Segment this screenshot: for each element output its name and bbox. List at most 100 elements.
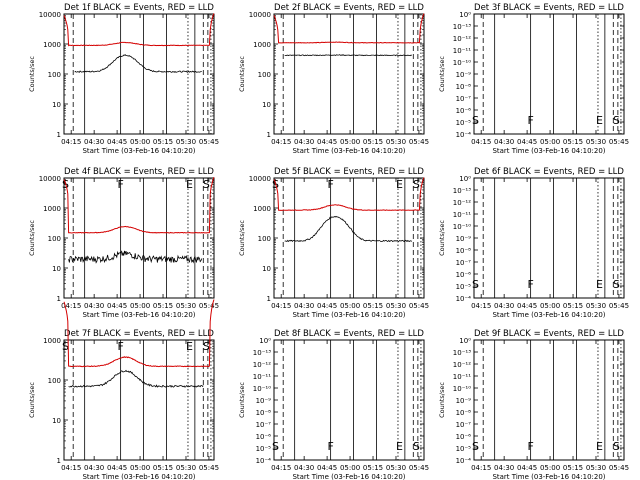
y-tick-label: 10⁻⁴ xyxy=(456,295,472,303)
marker-s: S xyxy=(272,440,279,453)
x-tick-label: 05:45 xyxy=(609,464,629,472)
x-tick-label: 05:15 xyxy=(153,464,173,472)
x-tick-label: 05:15 xyxy=(153,138,173,146)
marker-e: E xyxy=(596,278,603,291)
y-tick-label: 10⁻⁷ xyxy=(456,95,472,103)
y-tick-label: 10⁻¹⁰ xyxy=(453,59,471,67)
plot-frame xyxy=(63,339,215,461)
x-tick-label: 05:30 xyxy=(586,464,606,472)
panel-title: Det 1f BLACK = Events, RED = LLD xyxy=(64,3,214,13)
marker-s: S xyxy=(472,278,479,291)
marker-f: F xyxy=(327,178,333,191)
x-tick-label: 05:45 xyxy=(409,464,429,472)
x-tick-label: 04:15 xyxy=(471,138,491,146)
marker-f: F xyxy=(527,114,533,127)
events-series-line xyxy=(284,215,413,243)
x-tick-label: 04:45 xyxy=(107,138,127,146)
y-tick-label: 10⁻⁸ xyxy=(456,247,472,255)
y-tick-label: 10⁻¹² xyxy=(453,35,471,43)
x-tick-label: 04:30 xyxy=(494,464,514,472)
x-tick-label: 05:00 xyxy=(340,302,360,310)
x-tick-label: 05:00 xyxy=(340,464,360,472)
x-tick-label: 05:00 xyxy=(540,302,560,310)
x-tick-label: 05:30 xyxy=(586,302,606,310)
x-axis-label: Start Time (03-Feb-16 04:10:20) xyxy=(292,147,405,155)
panel-det-3f: Det 3f BLACK = Events, RED = LLD 10⁻⁴ 10⁻⁵… xyxy=(438,3,629,155)
y-tick-label: 10⁻⁹ xyxy=(456,71,472,79)
y-tick-label: 10⁻⁴ xyxy=(456,457,472,465)
y-tick-label: 100 xyxy=(48,235,61,243)
y-tick-label: 10⁻¹¹ xyxy=(453,211,471,219)
y-axis-label: Counts/sec xyxy=(438,220,446,256)
panel-title: Det 4f BLACK = Events, RED = LLD xyxy=(64,167,214,177)
x-tick-label: 04:45 xyxy=(317,464,337,472)
y-tick-label: 100 xyxy=(258,71,271,79)
lld-series-line xyxy=(63,299,215,368)
y-tick-label: 100 xyxy=(48,71,61,79)
y-tick-label: 1000 xyxy=(253,205,271,213)
marker-f: F xyxy=(527,440,533,453)
panel-det-5f: Det 5f BLACK = Events, RED = LLD 1 10 100 10… xyxy=(238,167,429,319)
marker-f: F xyxy=(117,340,123,353)
y-tick-label: 10⁻⁶ xyxy=(256,433,272,441)
y-tick-label: 10 xyxy=(52,101,61,109)
marker-s: S xyxy=(472,440,479,453)
y-axis-label: Counts/sec xyxy=(438,382,446,418)
marker-e: E xyxy=(396,440,403,453)
plot-frame xyxy=(273,177,425,299)
y-tick-label: 10⁻¹⁰ xyxy=(253,385,271,393)
x-tick-label: 05:30 xyxy=(386,302,406,310)
x-tick-label: 04:45 xyxy=(517,464,537,472)
x-tick-label: 05:45 xyxy=(609,138,629,146)
y-tick-label: 1 xyxy=(267,295,271,303)
marker-e: E xyxy=(596,114,603,127)
plot-frame xyxy=(273,13,425,135)
x-tick-label: 04:30 xyxy=(84,302,104,310)
y-tick-label: 10⁻⁴ xyxy=(256,457,272,465)
y-tick-label: 10⁰ xyxy=(459,337,471,345)
y-tick-label: 1 xyxy=(57,457,61,465)
marker-s: S xyxy=(613,278,620,291)
x-tick-label: 05:15 xyxy=(363,302,383,310)
panel-det-9f: Det 9f BLACK = Events, RED = LLD 10⁻⁴ 10⁻⁵… xyxy=(438,329,629,480)
y-tick-label: 10⁻⁹ xyxy=(456,397,472,405)
y-tick-label: 10⁻⁵ xyxy=(456,119,472,127)
panel-title: Det 8f BLACK = Events, RED = LLD xyxy=(274,329,424,339)
x-tick-label: 04:30 xyxy=(84,464,104,472)
marker-f: F xyxy=(527,278,533,291)
y-axis-label: Counts/sec xyxy=(28,220,36,256)
y-tick-label: 1000 xyxy=(43,205,61,213)
y-axis-label: Counts/sec xyxy=(28,382,36,418)
x-tick-label: 04:30 xyxy=(294,464,314,472)
marker-e: E xyxy=(396,178,403,191)
x-tick-label: 04:45 xyxy=(317,138,337,146)
x-tick-label: 04:30 xyxy=(294,138,314,146)
y-tick-label: 1 xyxy=(57,131,61,139)
panel-title: Det 9f BLACK = Events, RED = LLD xyxy=(474,329,624,339)
y-tick-label: 10000 xyxy=(249,175,271,183)
y-axis-label: Counts/sec xyxy=(438,56,446,92)
x-axis-label: Start Time (03-Feb-16 04:10:20) xyxy=(82,473,195,480)
y-tick-label: 100 xyxy=(48,377,61,385)
y-tick-label: 10⁻⁷ xyxy=(256,421,272,429)
panel-title: Det 5f BLACK = Events, RED = LLD xyxy=(274,167,424,177)
events-series-line xyxy=(284,54,412,57)
marker-s: S xyxy=(413,440,420,453)
y-axis-label: Counts/sec xyxy=(238,382,246,418)
x-tick-label: 04:30 xyxy=(494,302,514,310)
x-tick-label: 05:15 xyxy=(563,464,583,472)
panel-title: Det 7f BLACK = Events, RED = LLD xyxy=(64,329,214,339)
y-tick-label: 10⁻⁶ xyxy=(456,433,472,441)
x-tick-label: 04:30 xyxy=(84,138,104,146)
x-tick-label: 04:15 xyxy=(471,464,491,472)
panel-det-1f: Det 1f BLACK = Events, RED = LLD 1 10 100 10… xyxy=(28,3,219,155)
y-axis-label: Counts/sec xyxy=(238,56,246,92)
x-tick-label: 04:15 xyxy=(61,138,81,146)
y-axis-label: Counts/sec xyxy=(28,56,36,92)
y-tick-label: 10⁻⁵ xyxy=(456,445,472,453)
lld-series-line xyxy=(63,177,215,234)
marker-e: E xyxy=(186,340,193,353)
x-axis-label: Start Time (03-Feb-16 04:10:20) xyxy=(82,311,195,319)
lld-series-line xyxy=(273,177,425,211)
